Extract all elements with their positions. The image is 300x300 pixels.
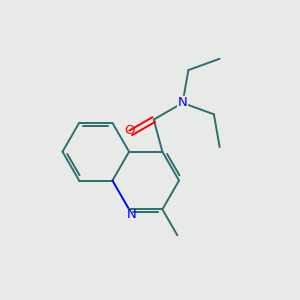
- Text: N: N: [127, 208, 136, 221]
- Text: O: O: [124, 124, 134, 137]
- Text: N: N: [178, 96, 188, 110]
